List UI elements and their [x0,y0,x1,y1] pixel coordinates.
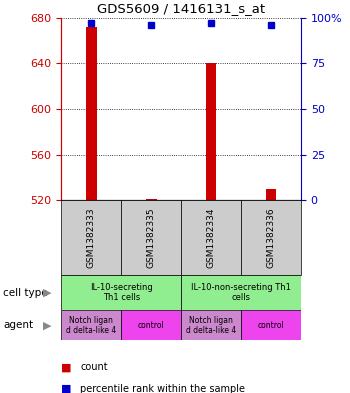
Bar [266,189,276,200]
Text: ■: ■ [61,384,72,393]
Bar [61,200,121,275]
Text: IL-10-secreting
Th1 cells: IL-10-secreting Th1 cells [90,283,153,303]
Bar [146,199,156,200]
Text: GSM1382334: GSM1382334 [206,208,216,268]
Text: GSM1382336: GSM1382336 [267,208,275,268]
Bar [181,310,241,340]
Bar [121,200,181,275]
Text: IL-10-non-secreting Th1
cells: IL-10-non-secreting Th1 cells [191,283,291,303]
Bar [181,200,241,275]
Text: control: control [138,321,164,330]
Bar [206,63,217,200]
Text: ■: ■ [61,362,72,373]
Text: cell type: cell type [4,288,48,298]
Bar [86,27,97,200]
Bar [181,275,301,310]
Text: percentile rank within the sample: percentile rank within the sample [80,384,245,393]
Text: control: control [258,321,285,330]
Text: Notch ligan
d delta-like 4: Notch ligan d delta-like 4 [186,316,236,335]
Bar [121,310,181,340]
Bar [61,310,121,340]
Text: GSM1382333: GSM1382333 [87,208,96,268]
Bar [61,275,181,310]
Title: GDS5609 / 1416131_s_at: GDS5609 / 1416131_s_at [97,2,265,15]
Text: ▶: ▶ [43,288,51,298]
Bar [241,310,301,340]
Text: Notch ligan
d delta-like 4: Notch ligan d delta-like 4 [66,316,116,335]
Text: GSM1382335: GSM1382335 [147,208,156,268]
Text: ▶: ▶ [43,320,51,330]
Text: count: count [80,362,108,373]
Text: agent: agent [4,320,34,330]
Bar [241,200,301,275]
